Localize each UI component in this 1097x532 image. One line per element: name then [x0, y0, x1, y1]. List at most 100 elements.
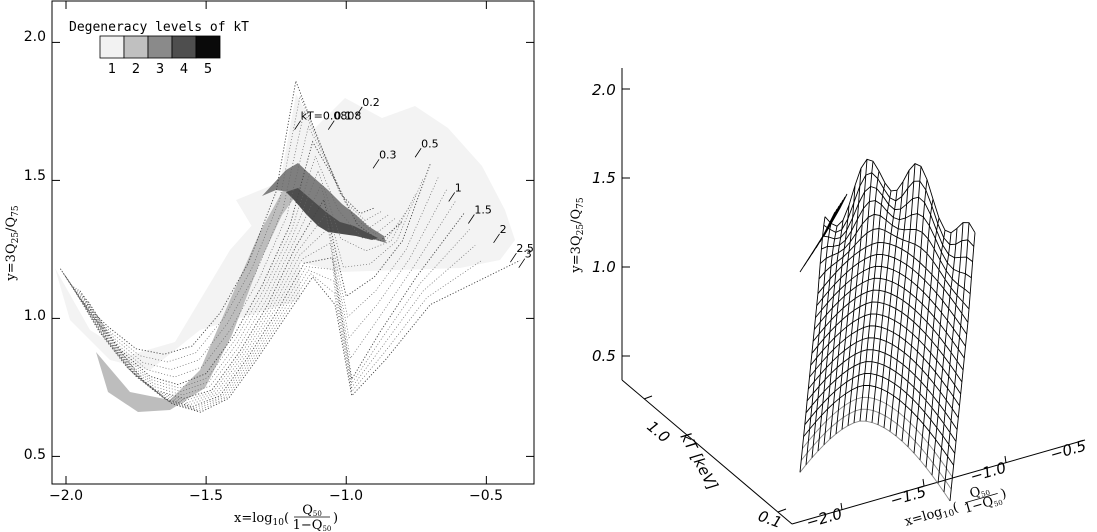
wire-row — [813, 277, 965, 359]
xtick-label--0.5: −0.5 — [469, 488, 503, 504]
wire-col — [931, 228, 958, 476]
wire-row — [809, 325, 960, 407]
curve-label: 0.2 — [362, 96, 380, 109]
legend-label-5: 5 — [204, 62, 212, 77]
wire-col — [889, 163, 916, 432]
wire-row — [818, 228, 970, 310]
wire-row — [811, 301, 963, 383]
legend-swatch-4 — [171, 35, 197, 59]
xtick3d--2.0: −2.0 — [804, 504, 844, 531]
curve-label: 0.3 — [379, 148, 397, 161]
svg-text:Q50: Q50 — [968, 482, 991, 502]
curve-label: 2.5 — [516, 242, 534, 255]
wire-col — [901, 179, 928, 442]
kt-axis-title: kT [keV] — [676, 429, 721, 493]
wire-col — [823, 205, 850, 445]
wire-row — [807, 337, 959, 418]
wire-flap — [799, 211, 836, 273]
hatch-curve — [77, 200, 456, 405]
series-group — [60, 79, 521, 413]
svg-text:1−Q50: 1−Q50 — [293, 518, 332, 532]
x3d-ticks — [840, 455, 1007, 511]
curve-label-leader — [493, 233, 500, 244]
wire-row — [804, 373, 956, 454]
xtick3d--0.5: −0.5 — [1048, 436, 1088, 463]
curve-label: 1 — [455, 181, 462, 194]
legend-label-2: 2 — [132, 62, 140, 77]
wire-col — [895, 166, 922, 437]
curve-label-leader — [468, 214, 475, 224]
wire-row — [805, 361, 957, 442]
wire-col — [865, 190, 892, 422]
wire-col — [841, 159, 868, 430]
ytick3d-1.5: 1.5 — [592, 169, 616, 187]
wire-col — [853, 171, 880, 423]
wire-col — [883, 170, 910, 428]
wire-col — [907, 199, 934, 447]
ytick-label-0.5: 0.5 — [24, 447, 46, 463]
legend-swatch-2 — [123, 35, 149, 59]
wire-row — [800, 408, 952, 490]
wire-col — [835, 168, 862, 434]
wire-col — [805, 223, 832, 465]
kt-curve-0.2 — [65, 140, 403, 386]
right-chart: 2.0 1.5 1.0 0.5 y=3Q25/Q75 1.0 0.1 kT [k… — [569, 68, 1088, 532]
legend-title: Degeneracy levels of kT — [69, 20, 249, 35]
curve-label-leader — [448, 192, 456, 202]
legend-swatch-5 — [195, 35, 221, 59]
wire-row — [810, 313, 962, 395]
svg-text:): ) — [999, 486, 1008, 502]
ytick-label-2.0: 2.0 — [24, 29, 46, 45]
wire-col — [829, 185, 856, 440]
xtick3d--1.0: −1.0 — [968, 458, 1008, 485]
wire-row — [803, 384, 954, 466]
curve-label-leader — [327, 120, 335, 130]
curve-label-leader — [294, 120, 301, 130]
wire-row — [821, 200, 972, 279]
xtick3d--1.5: −1.5 — [888, 482, 928, 509]
ktick3d-1.0: 1.0 — [643, 417, 673, 446]
wire-row — [816, 253, 968, 335]
svg-text:): ) — [333, 511, 338, 526]
left-chart: 2.0 1.5 1.0 0.5 −2.0 −1.5 −1.0 −0.5 y=3Q… — [4, 0, 535, 532]
legend-label-4: 4 — [180, 62, 188, 77]
wire-row — [822, 185, 973, 262]
wire-flap — [823, 193, 848, 237]
xtick-label--1.0: −1.0 — [329, 488, 363, 504]
band-level-3 — [262, 163, 386, 243]
band-level-4 — [286, 188, 378, 240]
curve-label: 2 — [500, 223, 507, 236]
wire-col — [811, 226, 838, 458]
ytick-label-1.0: 1.0 — [24, 308, 46, 324]
ytick3d-2.0: 2.0 — [592, 81, 616, 99]
curve-label-leader — [510, 252, 517, 263]
xtick-label--2.0: −2.0 — [49, 488, 83, 504]
curve-label: 0.5 — [421, 137, 439, 150]
band-level-2 — [96, 178, 300, 412]
hatch-curve — [68, 169, 417, 392]
wire-row — [812, 289, 964, 371]
wire-col — [877, 181, 904, 425]
wire-col — [937, 222, 964, 484]
wire-col — [817, 220, 844, 452]
plot-frame — [51, 0, 535, 485]
wire-col — [847, 161, 874, 426]
wire-col — [943, 222, 970, 493]
legend-label-3: 3 — [156, 62, 164, 77]
hatch-curve — [67, 155, 410, 389]
legend-swatch-3 — [147, 35, 173, 59]
band-level-1 — [236, 94, 515, 272]
wire-row — [823, 172, 975, 247]
curve-label: 1.5 — [474, 204, 492, 217]
kt-axis-line — [621, 379, 793, 525]
wire-row — [824, 158, 976, 234]
wire-col — [949, 232, 976, 502]
hatch-curve — [86, 260, 481, 412]
wire-col — [925, 232, 952, 468]
wire-col — [871, 190, 898, 423]
curve-label: kT=0.0808 — [301, 110, 362, 123]
wire-row — [802, 396, 953, 478]
svg-text:1−Q50: 1−Q50 — [962, 492, 1003, 517]
legend-swatch-1 — [99, 35, 125, 59]
y-axis-title: y=3Q25/Q75 — [4, 205, 21, 281]
